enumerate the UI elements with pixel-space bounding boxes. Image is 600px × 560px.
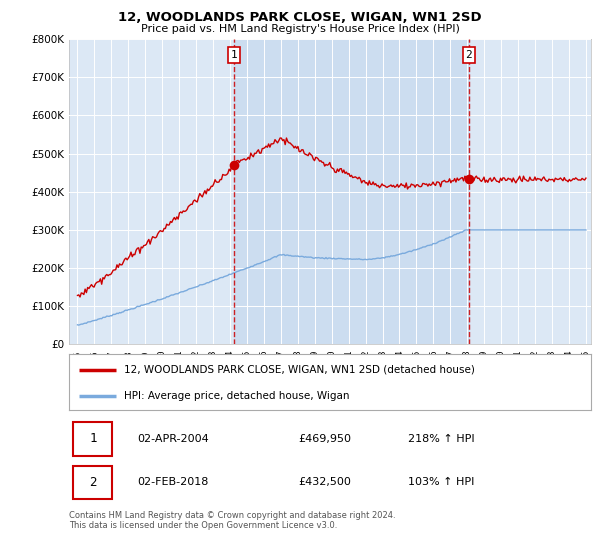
Text: £432,500: £432,500	[299, 477, 352, 487]
FancyBboxPatch shape	[73, 465, 112, 499]
Text: 103% ↑ HPI: 103% ↑ HPI	[409, 477, 475, 487]
Text: 218% ↑ HPI: 218% ↑ HPI	[409, 434, 475, 444]
Text: 2: 2	[466, 50, 472, 60]
Text: 2: 2	[89, 476, 97, 489]
Text: 02-APR-2004: 02-APR-2004	[137, 434, 209, 444]
Text: 1: 1	[231, 50, 238, 60]
Text: Contains HM Land Registry data © Crown copyright and database right 2024.
This d: Contains HM Land Registry data © Crown c…	[69, 511, 395, 530]
FancyBboxPatch shape	[73, 422, 112, 455]
Text: HPI: Average price, detached house, Wigan: HPI: Average price, detached house, Wiga…	[124, 391, 349, 401]
Text: 02-FEB-2018: 02-FEB-2018	[137, 477, 208, 487]
Text: 1: 1	[89, 432, 97, 445]
Text: 12, WOODLANDS PARK CLOSE, WIGAN, WN1 2SD: 12, WOODLANDS PARK CLOSE, WIGAN, WN1 2SD	[118, 11, 482, 24]
Text: 12, WOODLANDS PARK CLOSE, WIGAN, WN1 2SD (detached house): 12, WOODLANDS PARK CLOSE, WIGAN, WN1 2SD…	[124, 365, 475, 375]
Text: Price paid vs. HM Land Registry's House Price Index (HPI): Price paid vs. HM Land Registry's House …	[140, 24, 460, 34]
Bar	[234, 39, 469, 344]
Text: £469,950: £469,950	[299, 434, 352, 444]
